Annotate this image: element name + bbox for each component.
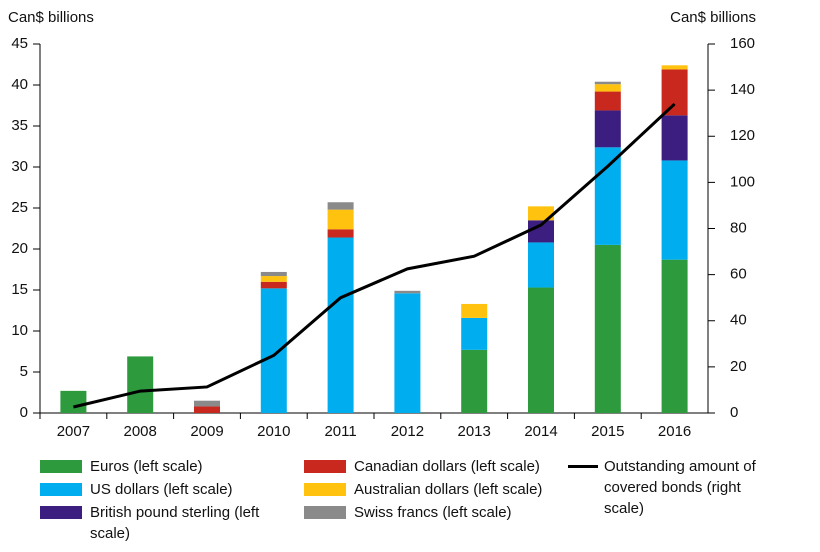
- bar-segment: [260, 288, 287, 413]
- legend-label: US dollars (left scale): [90, 481, 233, 498]
- y2-tick-label: 120: [730, 127, 755, 144]
- y2-tick-label: 20: [730, 358, 747, 375]
- bar-segment: [327, 237, 354, 413]
- bar-segment: [661, 160, 688, 260]
- legend-item: US dollars (left scale): [40, 480, 304, 503]
- legend-label: Outstanding amount of covered bonds (rig…: [604, 458, 756, 517]
- bar-segment: [260, 271, 287, 277]
- legend-swatch: [304, 506, 346, 519]
- y-tick-label: 40: [11, 76, 28, 93]
- y-tick-label: 5: [20, 363, 28, 380]
- bar-segment: [194, 406, 220, 413]
- legend-label: Swiss francs (left scale): [354, 504, 512, 521]
- bar-segment: [661, 69, 688, 116]
- bar-segment: [194, 400, 220, 407]
- x-tick-label: 2011: [324, 423, 356, 440]
- legend-swatch: [304, 483, 346, 496]
- y-tick-label: 45: [11, 35, 28, 52]
- legend-item: British pound sterling (left scale): [40, 503, 304, 549]
- bar-segment: [594, 110, 621, 148]
- legend-label: British pound sterling (left scale): [90, 504, 260, 542]
- y2-tick-label: 80: [730, 219, 747, 236]
- x-tick-label: 2009: [190, 423, 223, 440]
- legend-swatch: [304, 460, 346, 473]
- bar-segment: [260, 281, 287, 289]
- bar-segment: [260, 276, 287, 282]
- bar-segment: [528, 206, 554, 221]
- bar-segment: [461, 349, 488, 413]
- x-tick-label: 2012: [391, 423, 424, 440]
- bar-segment: [394, 290, 421, 294]
- bar-segment: [594, 91, 621, 111]
- y2-axis-label: Can$ billions: [670, 9, 756, 26]
- legend-label: Australian dollars (left scale): [354, 481, 543, 498]
- legend-swatch: [40, 460, 82, 473]
- legend-swatch: [40, 483, 82, 496]
- x-tick-label: 2015: [591, 423, 624, 440]
- bar-segment: [528, 220, 554, 243]
- bar-segment: [461, 303, 488, 318]
- bar-segment: [127, 356, 154, 413]
- y2-tick-label: 60: [730, 266, 747, 283]
- x-tick-label: 2014: [524, 423, 557, 440]
- y-tick-label: 15: [11, 281, 28, 298]
- x-tick-label: 2013: [458, 423, 491, 440]
- bar-segment: [661, 115, 688, 161]
- y-tick-label: 30: [11, 158, 28, 175]
- y2-tick-label: 160: [730, 35, 755, 52]
- x-tick-label: 2016: [658, 423, 691, 440]
- bar-segment: [327, 209, 354, 230]
- bar-segment: [594, 244, 621, 413]
- y-tick-label: 25: [11, 199, 28, 216]
- y2-tick-label: 140: [730, 81, 755, 98]
- bar-segment: [594, 81, 621, 85]
- bar-segment: [461, 317, 488, 350]
- y-tick-label: 10: [11, 322, 28, 339]
- legend-item: Outstanding amount of covered bonds (rig…: [568, 457, 768, 549]
- bar-segment: [594, 84, 621, 92]
- bar-segment: [327, 229, 354, 238]
- legend-swatch: [568, 465, 598, 468]
- legend-label: Euros (left scale): [90, 458, 203, 475]
- legend-swatch: [40, 506, 82, 519]
- legend-item: Australian dollars (left scale): [304, 480, 568, 503]
- y-tick-label: 0: [20, 404, 28, 421]
- y2-tick-label: 100: [730, 173, 755, 190]
- y-axis-label: Can$ billions: [8, 9, 94, 26]
- x-tick-label: 2008: [124, 423, 157, 440]
- legend-label: Canadian dollars (left scale): [354, 458, 540, 475]
- legend-item: Swiss francs (left scale): [304, 503, 568, 549]
- bar-segment: [661, 65, 688, 70]
- bar-segment: [594, 147, 621, 245]
- bar-segment: [528, 287, 554, 413]
- line: [73, 102, 676, 409]
- bar-segment: [394, 293, 421, 413]
- y-tick-label: 35: [11, 117, 28, 134]
- bar-segment: [661, 259, 688, 413]
- x-tick-label: 2007: [57, 423, 90, 440]
- bar-segment: [528, 242, 554, 288]
- bar-segment: [60, 390, 87, 413]
- y2-tick-label: 0: [730, 404, 738, 421]
- y-tick-label: 20: [11, 240, 28, 257]
- x-tick-label: 2010: [257, 423, 290, 440]
- legend-item: Euros (left scale): [40, 457, 304, 480]
- legend-item: Canadian dollars (left scale): [304, 457, 568, 480]
- y2-tick-label: 40: [730, 312, 747, 329]
- bar-segment: [327, 202, 354, 210]
- legend: Euros (left scale) US dollars (left scale…: [40, 457, 768, 549]
